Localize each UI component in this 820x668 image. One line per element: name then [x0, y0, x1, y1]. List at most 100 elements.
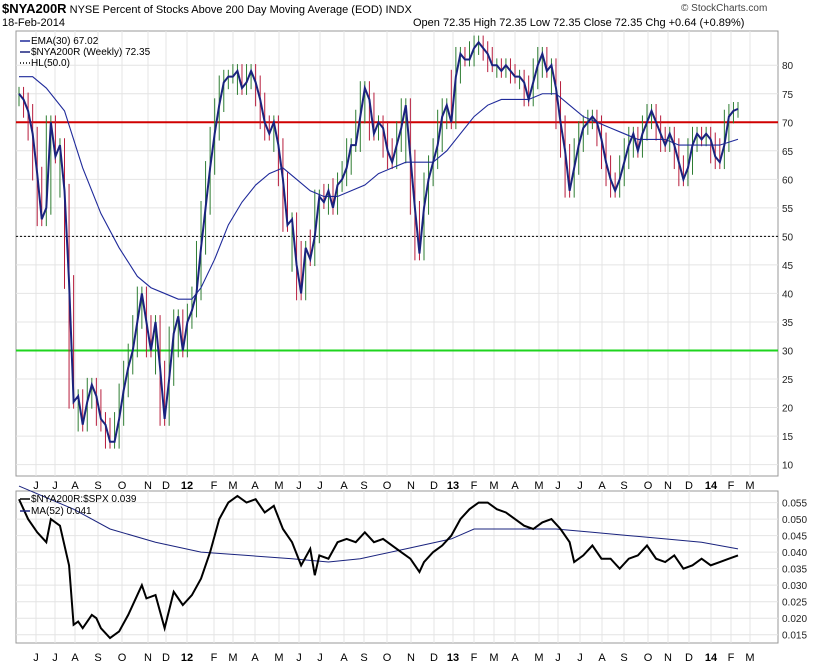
x-tick-label: N: [664, 652, 672, 664]
x-tick-label: M: [745, 652, 754, 664]
legend-entry: HL(50.0): [31, 58, 70, 69]
x-tick-label: A: [340, 652, 348, 664]
x-tick-label: M: [489, 652, 498, 664]
y-tick-label: 0.030: [782, 581, 807, 592]
x-tick-label: D: [162, 480, 170, 492]
ema30-line: [19, 76, 739, 300]
chart-header: $NYA200R NYSE Percent of Stocks Above 20…: [2, 1, 412, 16]
x-tick-label: A: [251, 480, 259, 492]
plot-frame-1: [15, 490, 779, 644]
y-tick-label: 40: [782, 289, 794, 300]
legend-entry: MA(52) 0.041: [31, 506, 92, 517]
y-tick-label: 0.040: [782, 548, 807, 559]
x-tick-label: N: [407, 652, 415, 664]
y-tick-label: 50: [782, 232, 794, 243]
x-tick-label: J: [296, 480, 302, 492]
legend-entry: $NYA200R:$SPX 0.039: [31, 494, 137, 505]
y-tick-label: 20: [782, 404, 794, 415]
y-tick-label: 60: [782, 175, 794, 186]
x-tick-label: J: [52, 652, 58, 664]
x-tick-label: O: [644, 480, 653, 492]
x-tick-label: J: [577, 480, 583, 492]
x-tick-label: 13: [447, 652, 459, 664]
x-tick-label: S: [360, 480, 367, 492]
x-tick-label: A: [511, 480, 519, 492]
y-tick-label: 35: [782, 318, 794, 329]
x-tick-label: 14: [705, 652, 718, 664]
x-tick-label: S: [94, 652, 101, 664]
x-tick-label: A: [511, 652, 519, 664]
x-tick-label: J: [577, 652, 583, 664]
x-tick-label: M: [228, 652, 237, 664]
x-tick-label: F: [728, 652, 735, 664]
x-tick-label: M: [274, 652, 283, 664]
x-tick-label: S: [360, 652, 367, 664]
y-tick-label: 0.050: [782, 515, 807, 526]
x-tick-label: D: [685, 480, 693, 492]
y-tick-label: 0.055: [782, 499, 807, 510]
x-tick-label: A: [598, 480, 606, 492]
x-tick-label: A: [340, 480, 348, 492]
y-tick-label: 80: [782, 61, 794, 72]
x-tick-label: M: [534, 480, 543, 492]
x-tick-label: J: [317, 652, 323, 664]
quote-summary: Open 72.35 High 72.35 Low 72.35 Close 72…: [413, 17, 745, 29]
y-tick-label: 0.020: [782, 614, 807, 625]
x-tick-label: O: [118, 480, 127, 492]
x-tick-label: D: [685, 652, 693, 664]
x-tick-label: S: [94, 480, 101, 492]
x-tick-label: N: [407, 480, 415, 492]
legend-entry: $NYA200R (Weekly) 72.35: [31, 47, 151, 58]
x-tick-label: D: [430, 652, 438, 664]
x-tick-label: O: [644, 652, 653, 664]
exchange: INDX: [385, 4, 412, 16]
x-tick-label: F: [211, 480, 218, 492]
x-tick-label: S: [620, 652, 627, 664]
legend-entry: EMA(30) 67.02: [31, 36, 99, 47]
plot-frame-0: [15, 30, 779, 477]
x-tick-label: M: [228, 480, 237, 492]
x-tick-label: M: [489, 480, 498, 492]
y-tick-label: 30: [782, 346, 794, 357]
y-tick-label: 0.045: [782, 532, 807, 543]
x-tick-label: D: [430, 480, 438, 492]
x-tick-label: 12: [181, 480, 193, 492]
y-tick-label: 0.025: [782, 598, 807, 609]
x-tick-label: 13: [447, 480, 459, 492]
x-tick-label: M: [745, 480, 754, 492]
y-tick-label: 10: [782, 461, 794, 472]
x-tick-label: J: [296, 652, 302, 664]
x-tick-label: N: [664, 480, 672, 492]
x-tick-label: A: [71, 480, 79, 492]
x-tick-label: F: [471, 652, 478, 664]
y-tick-label: 45: [782, 261, 794, 272]
x-tick-label: O: [383, 652, 392, 664]
x-tick-label: 14: [705, 480, 718, 492]
x-tick-label: F: [211, 652, 218, 664]
y-tick-label: 25: [782, 375, 794, 386]
x-tick-label: F: [471, 480, 478, 492]
x-tick-label: O: [118, 652, 127, 664]
y-tick-label: 15: [782, 432, 794, 443]
x-tick-label: N: [144, 480, 152, 492]
ratio-ma52-line: [18, 485, 739, 563]
chart-date: 18-Feb-2014: [2, 17, 65, 29]
price-line: [18, 40, 739, 443]
x-tick-label: A: [598, 652, 606, 664]
x-tick-label: A: [251, 652, 259, 664]
y-tick-label: 55: [782, 204, 794, 215]
x-tick-label: 12: [181, 652, 193, 664]
x-tick-label: A: [71, 652, 79, 664]
x-tick-label: J: [555, 480, 561, 492]
x-tick-label: D: [162, 652, 170, 664]
y-tick-label: 65: [782, 147, 794, 158]
y-tick-label: 70: [782, 118, 794, 129]
x-tick-label: J: [317, 480, 323, 492]
x-tick-label: J: [52, 480, 58, 492]
x-tick-label: N: [144, 652, 152, 664]
y-tick-label: 75: [782, 90, 794, 101]
symbol: $NYA200R: [2, 1, 67, 16]
ratio-line: [18, 494, 739, 640]
x-tick-label: J: [33, 652, 39, 664]
